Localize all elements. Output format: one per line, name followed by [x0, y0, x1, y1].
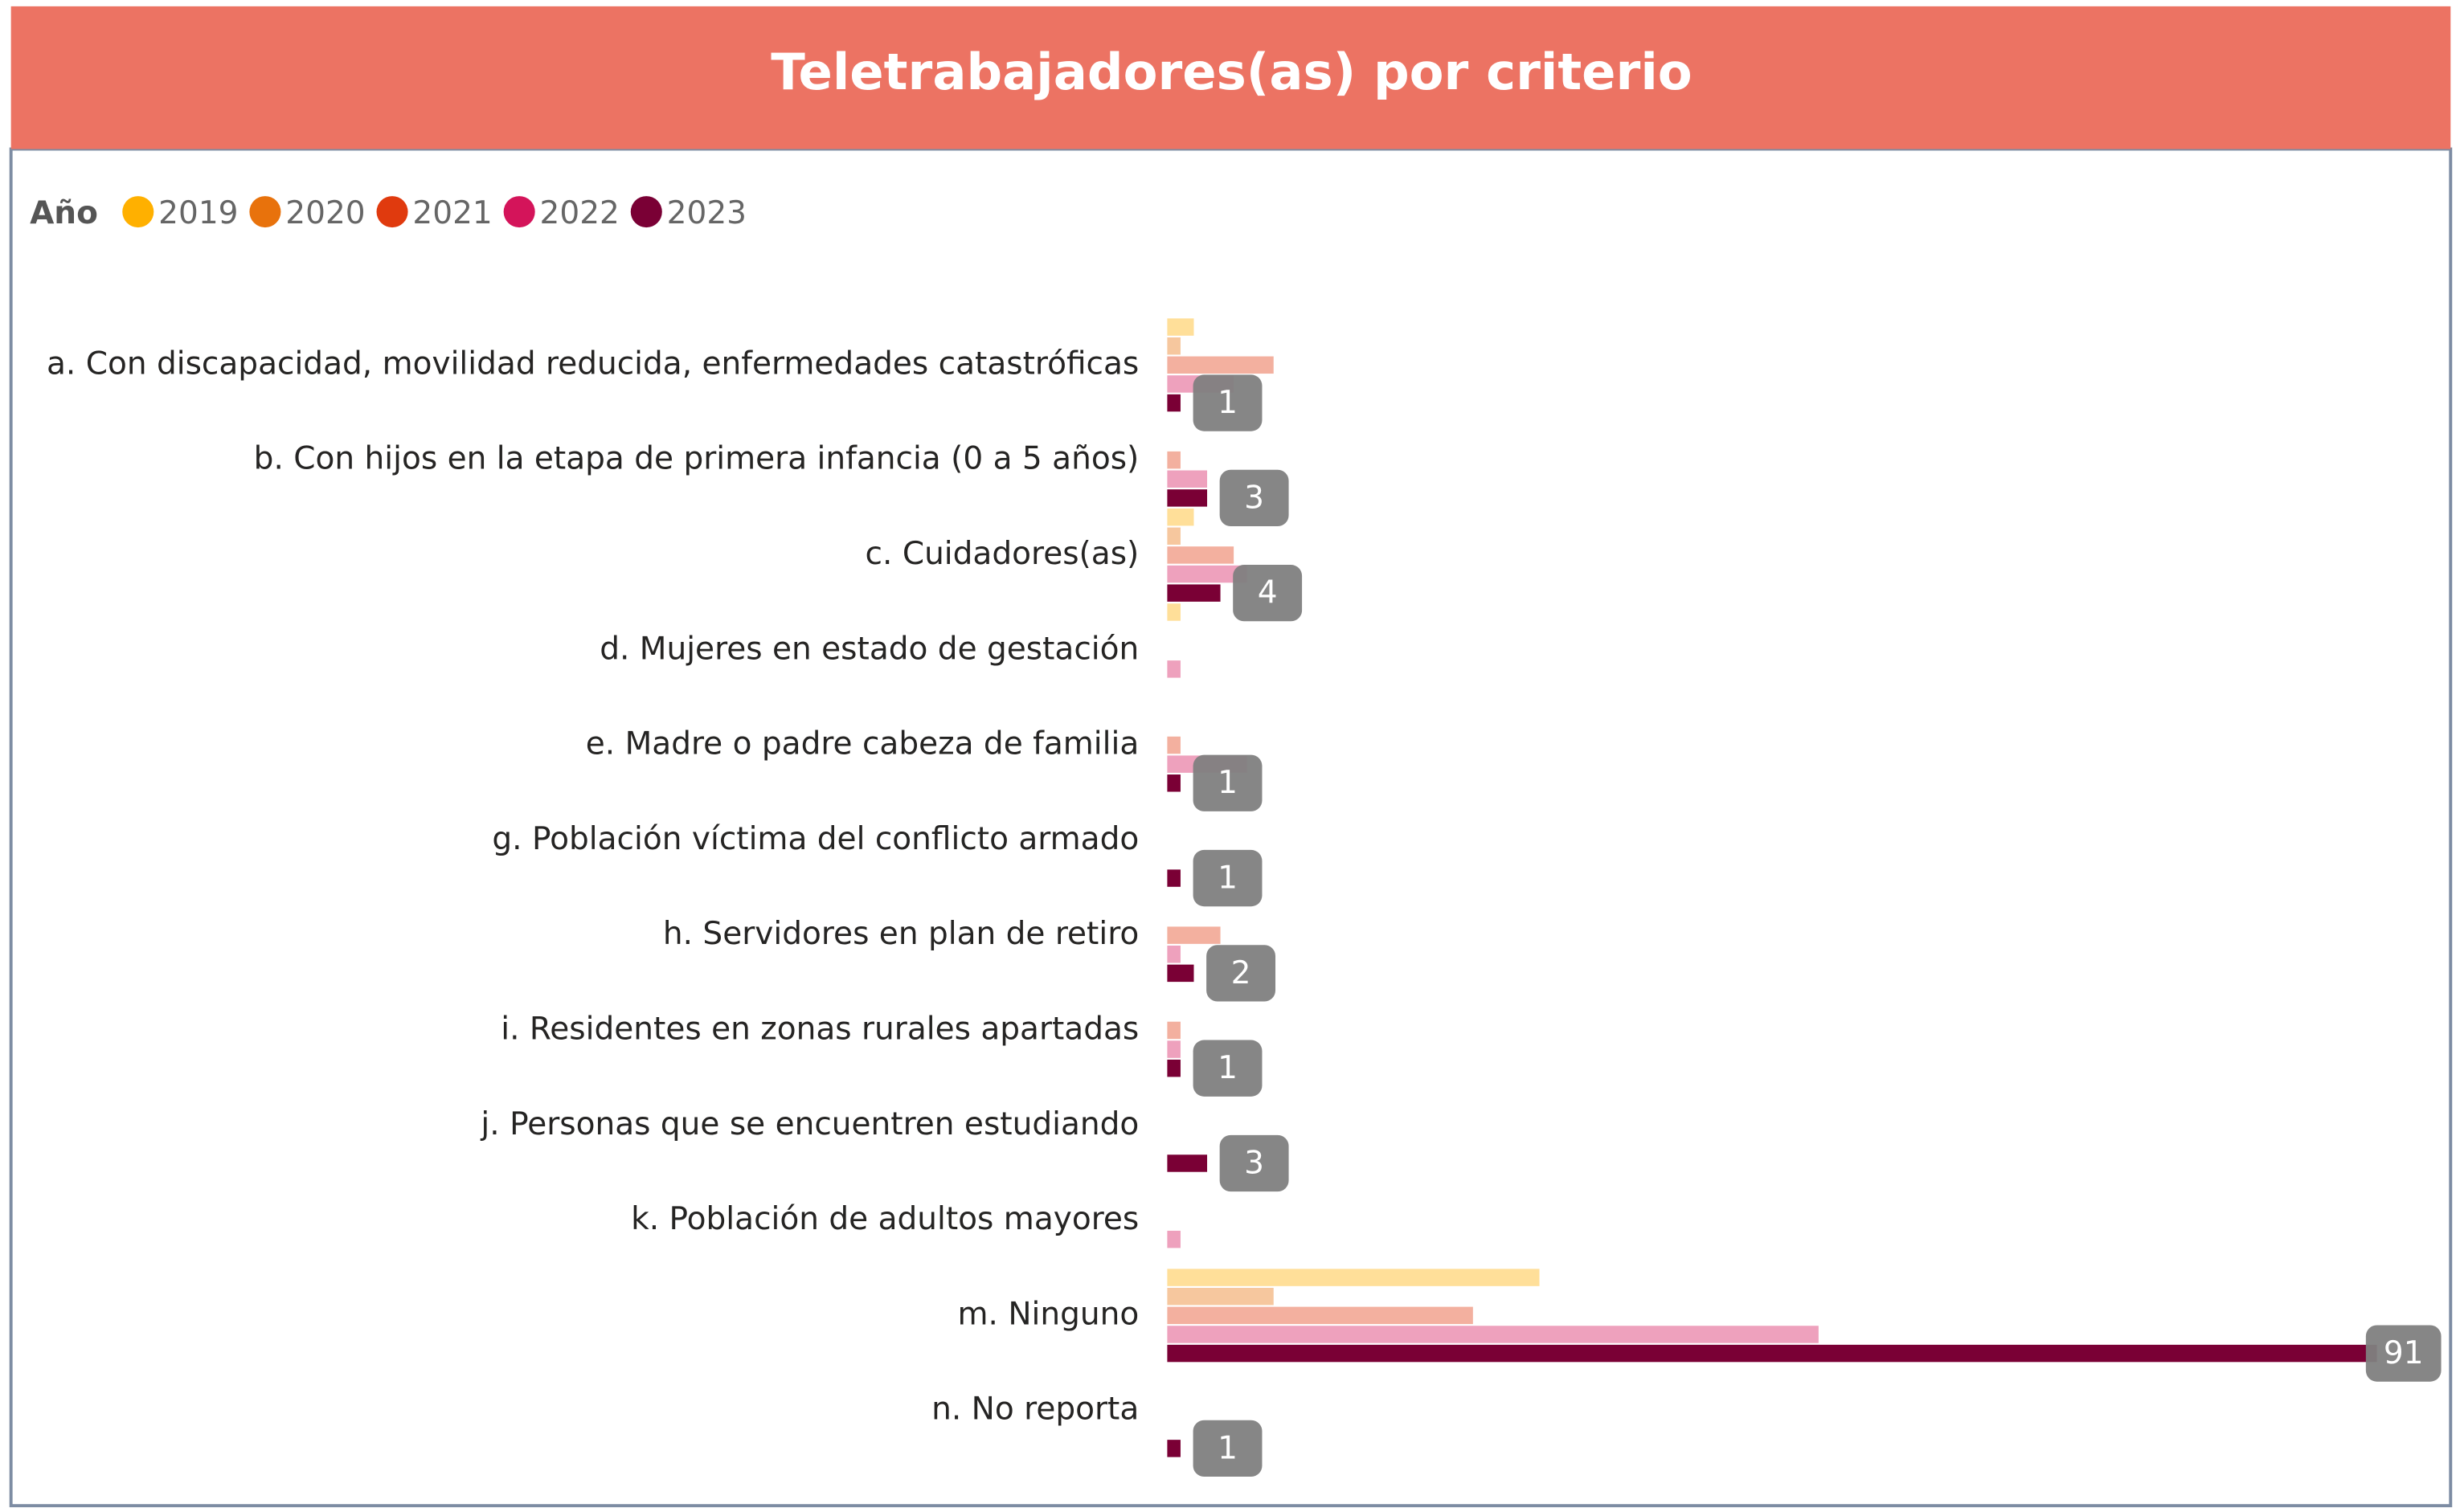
bar — [1167, 565, 1247, 583]
data-label-box — [1219, 469, 1289, 527]
legend-label: 2022 — [540, 195, 620, 231]
bar — [1167, 1269, 1540, 1286]
data-label-box — [1219, 1134, 1289, 1192]
data-label: 3 — [1244, 480, 1264, 516]
legend-title: Año — [30, 195, 98, 231]
legend-label: 2021 — [412, 195, 492, 231]
data-label: 1 — [1218, 1050, 1238, 1086]
bar — [1167, 470, 1208, 488]
legend-swatch — [122, 196, 154, 228]
bar — [1167, 451, 1181, 469]
legend-swatch — [503, 196, 535, 228]
data-label-box — [1193, 849, 1263, 907]
legend-swatch — [376, 196, 408, 228]
legend-label: 2019 — [158, 195, 238, 231]
title-banner — [10, 6, 2451, 149]
data-label: 1 — [1218, 860, 1238, 897]
category-label: d. Mujeres en estado de gestación — [600, 631, 1139, 667]
data-label: 2 — [1231, 955, 1251, 991]
data-label: 1 — [1218, 765, 1238, 801]
category-label: n. No reporta — [931, 1391, 1139, 1428]
bar — [1167, 1230, 1181, 1248]
bar — [1167, 318, 1194, 336]
category-label: c. Cuidadores(as) — [866, 536, 1140, 572]
data-label-box — [1206, 945, 1276, 1002]
bar — [1167, 1154, 1208, 1172]
bar — [1167, 356, 1274, 374]
bar — [1167, 1440, 1181, 1457]
category-label: k. Población de adultos mayores — [631, 1201, 1139, 1237]
legend-swatch — [630, 196, 662, 228]
data-label-box — [1193, 754, 1263, 811]
bar — [1167, 1021, 1181, 1040]
bar — [1167, 1059, 1181, 1077]
bar — [1167, 774, 1181, 792]
chart-title: Teletrabajadores(as) por criterio — [771, 43, 1692, 101]
bar — [1167, 736, 1181, 754]
bar — [1167, 394, 1181, 412]
category-label: m. Ninguno — [958, 1296, 1140, 1332]
bar — [1167, 489, 1208, 507]
bar — [1167, 1040, 1181, 1058]
legend-swatch — [249, 196, 281, 228]
bar — [1167, 926, 1221, 944]
bar — [1167, 1344, 2377, 1363]
bar — [1167, 527, 1181, 546]
category-label: i. Residentes en zonas rurales apartadas — [501, 1011, 1139, 1048]
bar — [1167, 869, 1181, 887]
bar — [1167, 1306, 1473, 1325]
bar — [1167, 546, 1234, 564]
data-label: 91 — [2384, 1335, 2424, 1371]
category-label: b. Con hijos en la etapa de primera infa… — [254, 441, 1140, 477]
data-label-box — [1233, 565, 1303, 622]
bar — [1167, 337, 1181, 355]
data-label: 4 — [1258, 575, 1278, 611]
category-label: j. Personas que se encuentren estudiando — [480, 1106, 1139, 1142]
data-label-box — [1193, 1420, 1263, 1477]
category-label: e. Madre o padre cabeza de familia — [586, 726, 1139, 762]
bar — [1167, 1326, 1819, 1343]
data-label: 1 — [1218, 1430, 1238, 1466]
bar — [1167, 964, 1194, 983]
bar — [1167, 660, 1181, 678]
category-label: g. Población víctima del conflicto armad… — [492, 821, 1139, 857]
legend-label: 2023 — [667, 195, 747, 231]
data-label: 3 — [1244, 1145, 1264, 1181]
data-label-box — [1193, 374, 1263, 431]
data-label-box — [1193, 1040, 1263, 1097]
category-label: a. Con discapacidad, movilidad reducida,… — [47, 345, 1139, 382]
data-label-box — [2365, 1325, 2442, 1382]
bar — [1167, 508, 1194, 526]
category-label: h. Servidores en plan de retiro — [663, 916, 1139, 952]
bar — [1167, 1287, 1274, 1306]
bar — [1167, 584, 1221, 602]
data-label: 1 — [1218, 385, 1238, 421]
legend-label: 2020 — [285, 195, 365, 231]
bar — [1167, 603, 1181, 621]
bar — [1167, 946, 1181, 963]
